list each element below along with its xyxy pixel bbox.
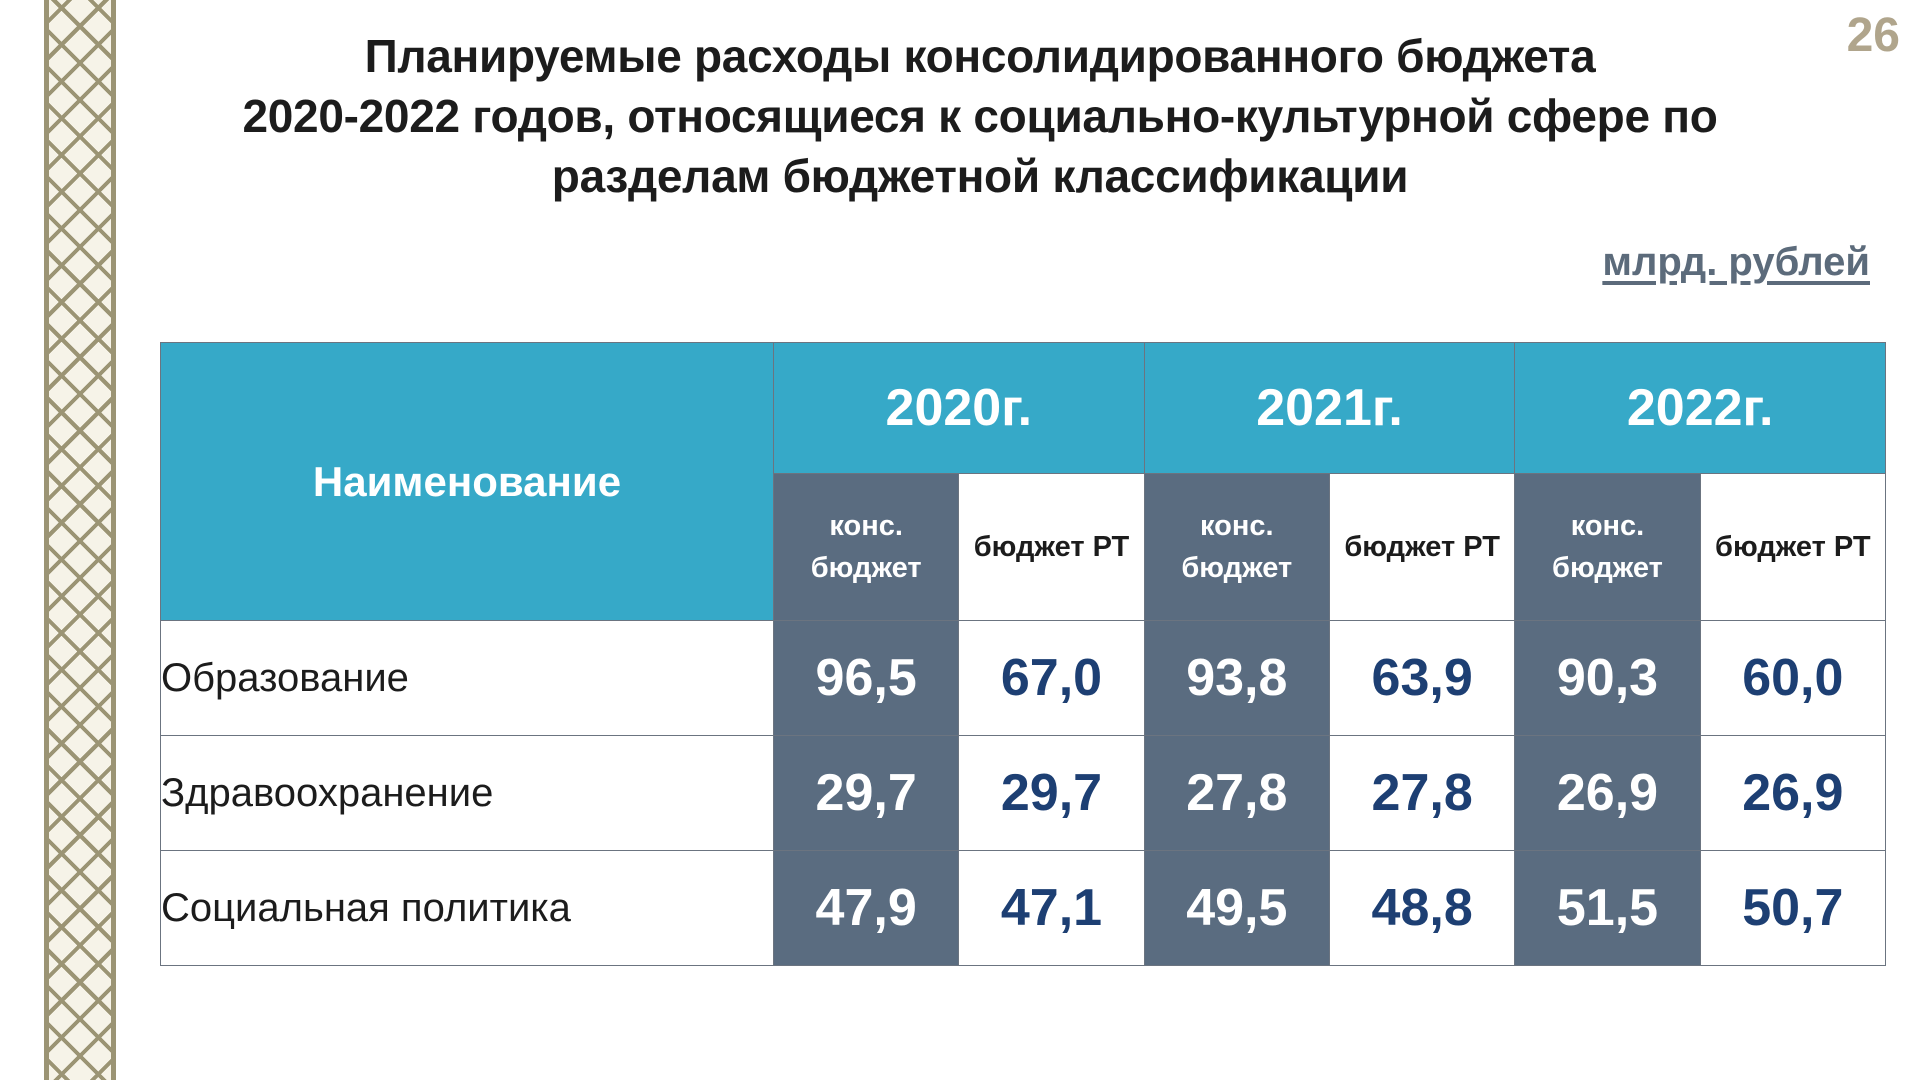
value-cell: 29,7 (958, 735, 1145, 851)
value-cell: 27,8 (1143, 735, 1330, 851)
table-row: Образование 96,5 67,0 93,8 63,9 90,3 60,… (160, 620, 1887, 736)
value-cell: 50,7 (1699, 850, 1887, 966)
year-header: 2020г. (773, 342, 1145, 474)
value-cell: 27,8 (1328, 735, 1516, 851)
title-line: разделам бюджетной классификации (551, 150, 1409, 202)
value-cell: 90,3 (1514, 620, 1701, 736)
value-cell: 63,9 (1328, 620, 1516, 736)
row-label: Социальная политика (160, 850, 774, 966)
value-cell: 96,5 (772, 620, 960, 736)
value-cell: 26,9 (1514, 735, 1701, 851)
title-line: Планируемые расходы консолидированного б… (364, 30, 1596, 82)
value-cell: 48,8 (1328, 850, 1516, 966)
slide-title: Планируемые расходы консолидированного б… (180, 26, 1780, 206)
year-header: 2022г. (1514, 342, 1886, 474)
units-label: млрд. рублей (1602, 240, 1870, 284)
value-cell: 93,8 (1143, 620, 1330, 736)
rt-budget-header: бюджет РТ (1699, 473, 1887, 621)
value-cell: 47,1 (958, 850, 1145, 966)
value-cell: 67,0 (958, 620, 1145, 736)
table-row: Социальная политика 47,9 47,1 49,5 48,8 … (160, 850, 1887, 966)
year-header-row: Наименование 2020г. 2021г. 2022г. (160, 342, 1886, 621)
value-cell: 51,5 (1514, 850, 1701, 966)
value-cell: 60,0 (1699, 620, 1887, 736)
rt-budget-header: бюджет РТ (958, 473, 1145, 621)
kons-budget-header: конс. бюджет (1143, 473, 1330, 621)
kons-budget-header: конс. бюджет (1514, 473, 1701, 621)
row-label: Здравоохранение (160, 735, 774, 851)
page-number: 26 (1846, 9, 1900, 62)
title-line: 2020-2022 годов, относящиеся к социально… (242, 90, 1718, 142)
value-cell: 29,7 (772, 735, 960, 851)
table-row: Здравоохранение 29,7 29,7 27,8 27,8 26,9… (160, 735, 1887, 851)
value-cell: 47,9 (772, 850, 960, 966)
year-header: 2021г. (1143, 342, 1516, 474)
value-cell: 49,5 (1143, 850, 1330, 966)
row-label: Образование (160, 620, 774, 736)
rt-budget-header: бюджет РТ (1328, 473, 1516, 621)
name-column-header: Наименование (160, 342, 774, 621)
value-cell: 26,9 (1699, 735, 1887, 851)
budget-table: Наименование 2020г. 2021г. 2022г. конс. … (160, 342, 1887, 966)
kons-budget-header: конс. бюджет (772, 473, 960, 621)
decorative-ornament-border (44, 0, 116, 1080)
subheader-row: конс. бюджет бюджет РТ конс. бюджет бюдж… (161, 473, 1887, 621)
